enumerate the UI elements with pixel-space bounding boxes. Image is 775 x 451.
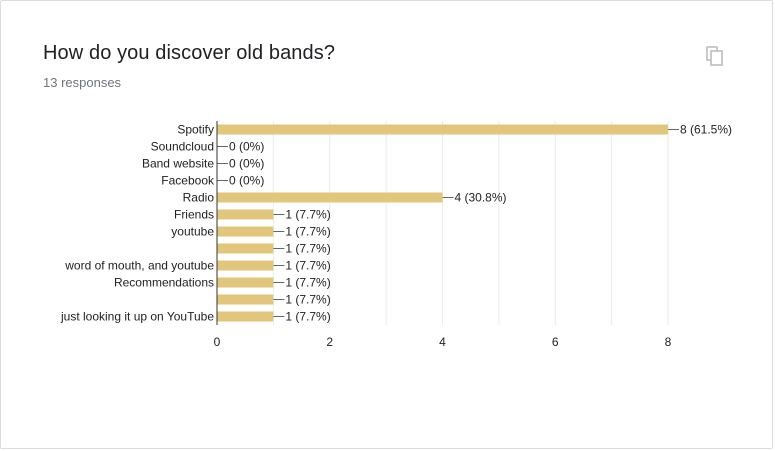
data-label: 1 (7.7%)	[285, 293, 330, 307]
x-tick-label: 2	[326, 335, 333, 349]
x-tick-label: 6	[552, 335, 559, 349]
bar	[217, 124, 668, 135]
category-label: Soundcloud	[151, 140, 214, 154]
bar	[217, 243, 274, 254]
data-label: 1 (7.7%)	[285, 310, 330, 324]
data-label: 0 (0%)	[229, 157, 264, 171]
data-label: 8 (61.5%)	[680, 123, 732, 137]
data-label: 1 (7.7%)	[285, 259, 330, 273]
data-label: 1 (7.7%)	[285, 208, 330, 222]
copy-chart-button[interactable]	[702, 43, 728, 69]
bar	[217, 294, 274, 305]
data-label: 1 (7.7%)	[285, 242, 330, 256]
chart-grid	[272, 121, 669, 325]
bar	[217, 209, 274, 220]
category-label: word of mouth, and youtube	[64, 259, 214, 273]
category-label: Recommendations	[114, 276, 214, 290]
data-label: 1 (7.7%)	[285, 276, 330, 290]
data-label: 0 (0%)	[229, 140, 264, 154]
response-count: 13 responses	[43, 75, 122, 90]
chart-axes: 0 2 4 6 8 Spotify 8 (61.5%) Soundcloud 0 (0%) Ban…	[60, 121, 732, 349]
category-label: Friends	[174, 208, 214, 222]
bar	[217, 277, 274, 288]
category-label: Radio	[183, 191, 215, 205]
x-tick-label: 4	[439, 335, 446, 349]
bar	[217, 192, 443, 203]
copy-icon	[706, 46, 724, 66]
category-label: Band website	[142, 157, 214, 171]
category-label: Facebook	[161, 174, 215, 188]
category-label: youtube	[171, 225, 214, 239]
bar	[217, 226, 274, 237]
data-label: 4 (30.8%)	[455, 191, 507, 205]
data-label: 0 (0%)	[229, 174, 264, 188]
category-label: just looking it up on YouTube	[60, 310, 214, 324]
bar	[217, 260, 274, 271]
question-title: How do you discover old bands?	[43, 42, 336, 64]
chart-bars	[217, 124, 668, 322]
data-label: 1 (7.7%)	[285, 225, 330, 239]
category-label: Spotify	[177, 123, 214, 137]
bar	[217, 311, 274, 322]
x-tick-label: 8	[665, 335, 672, 349]
x-tick-label: 0	[214, 335, 221, 349]
